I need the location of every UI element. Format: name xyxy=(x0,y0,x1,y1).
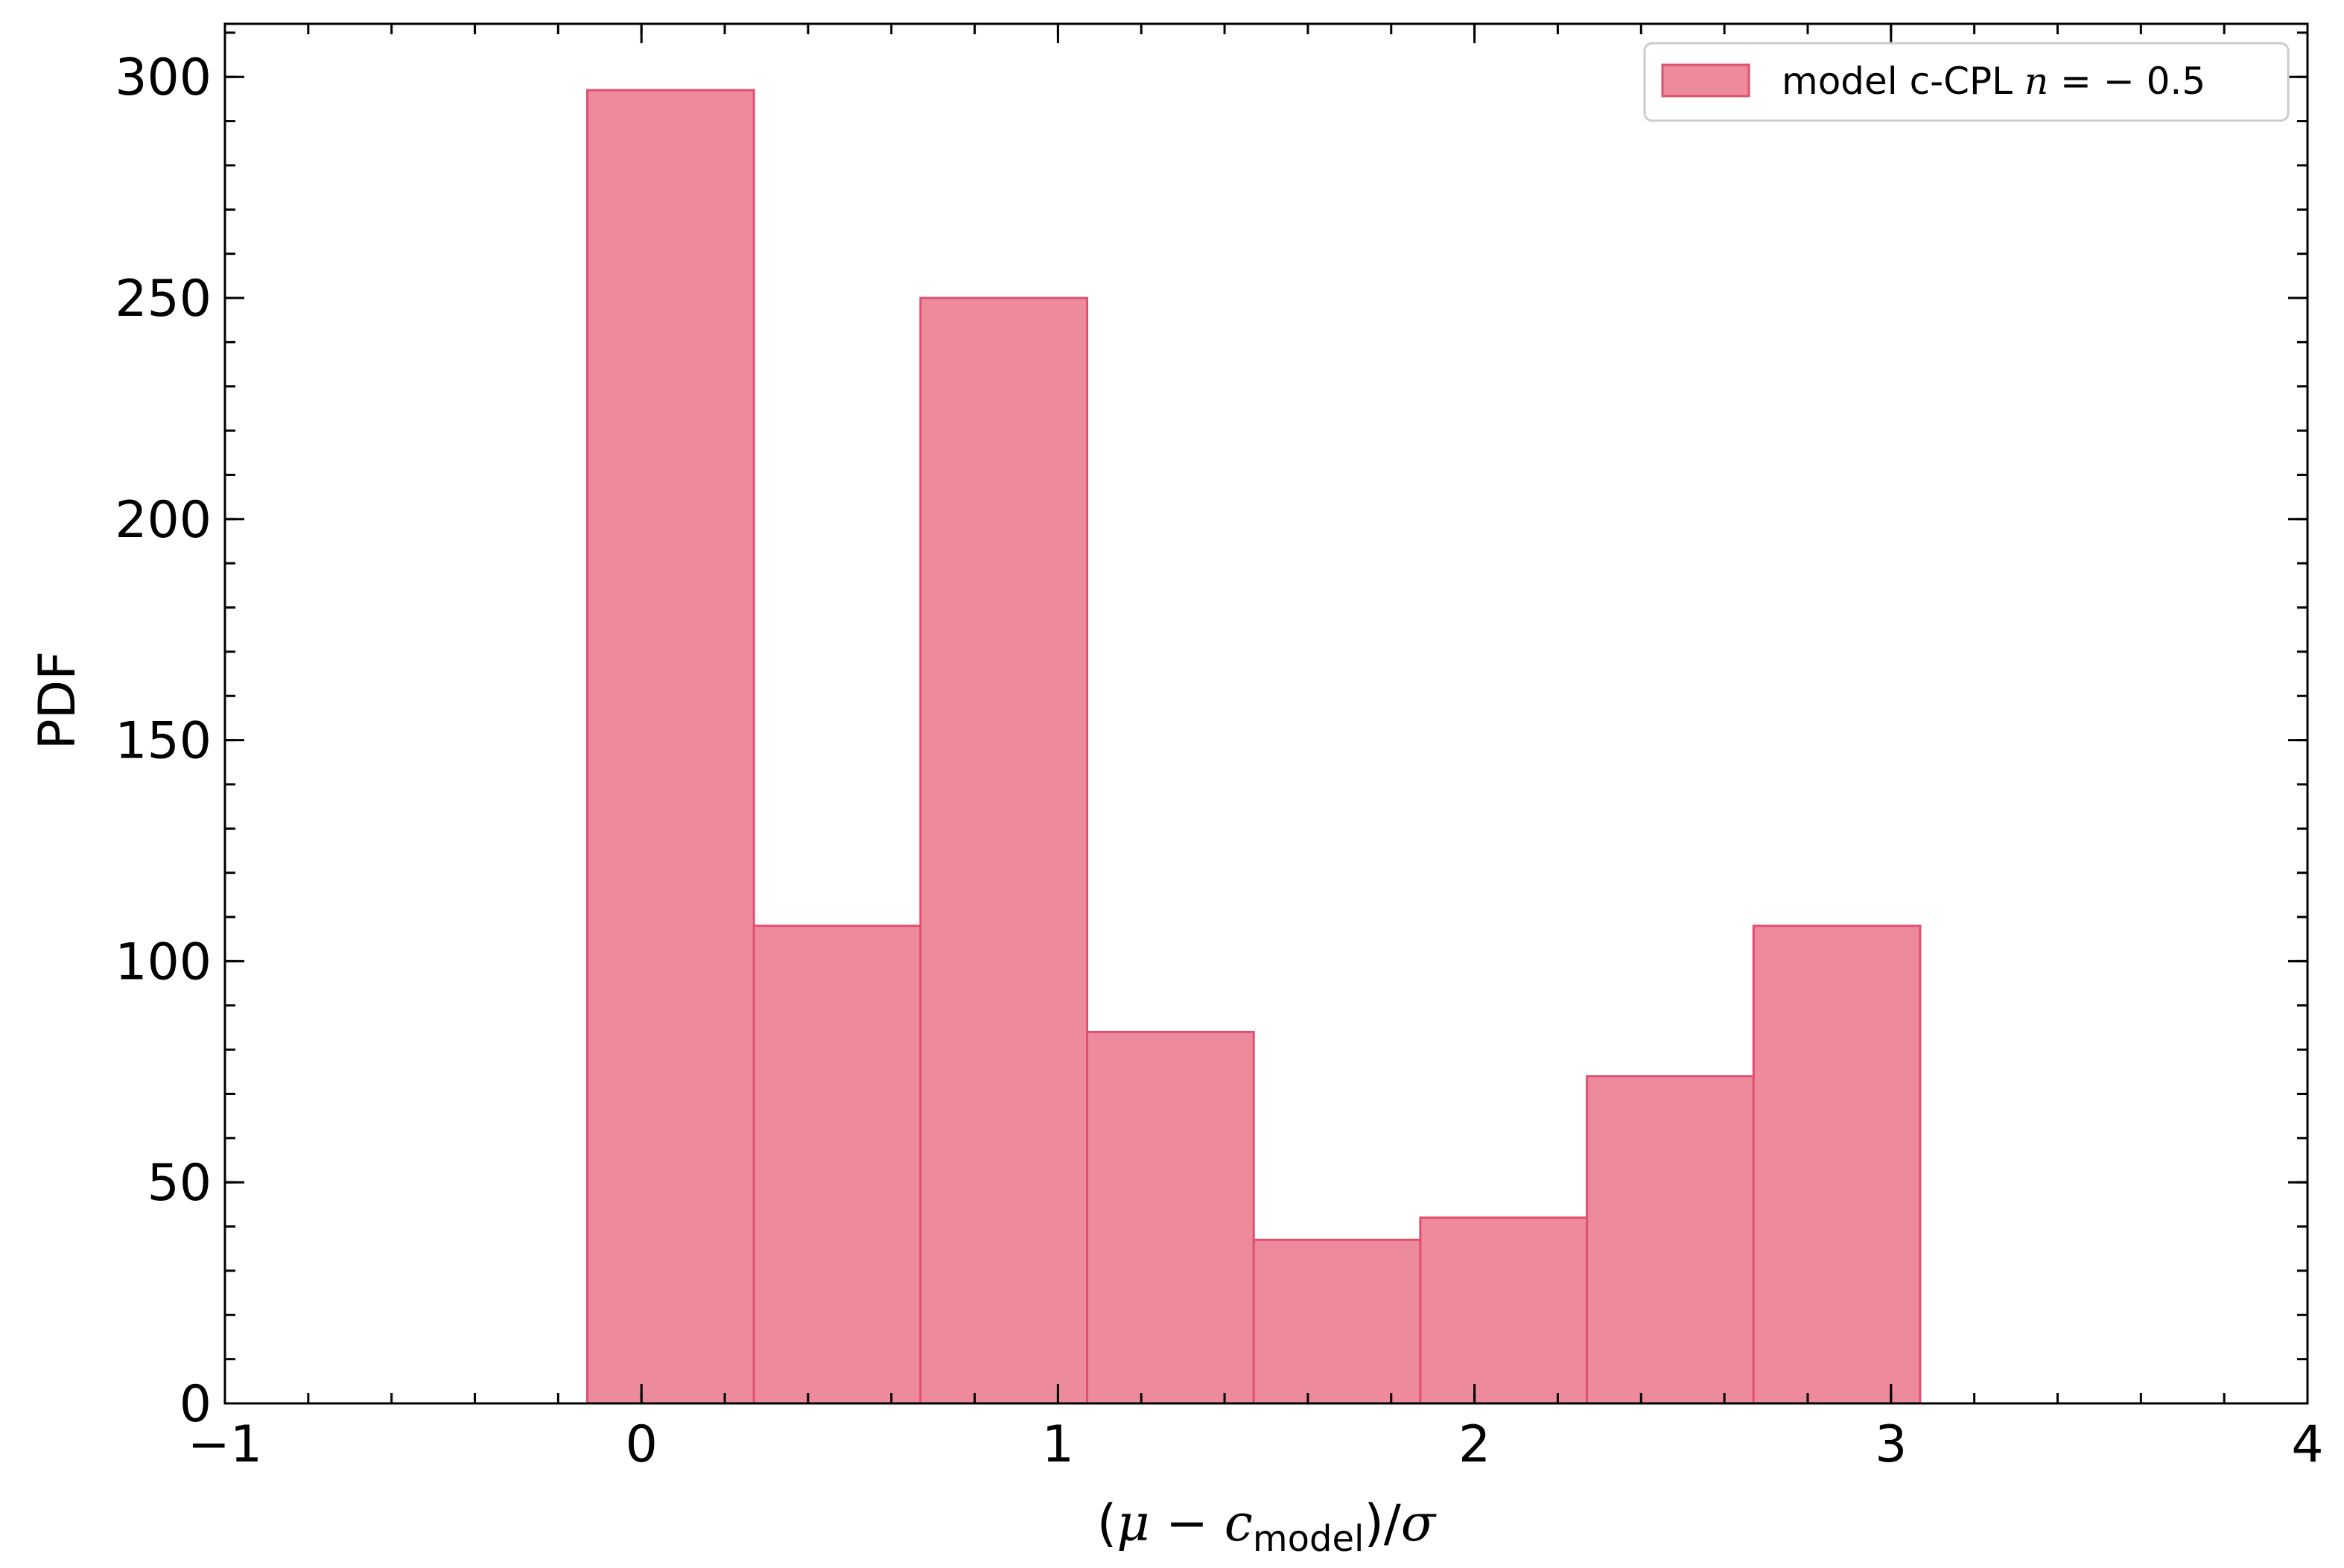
x-axis-label: (μ − cmodel)/σ xyxy=(1097,1494,1437,1560)
histogram-bar-5 xyxy=(1419,1216,1589,1405)
x-tick-label: −1 xyxy=(188,1415,262,1474)
y-tick-label: 0 xyxy=(180,1375,212,1434)
x-tick-label: 0 xyxy=(626,1415,658,1474)
y-axis-label: PDF xyxy=(28,651,87,749)
y-tick-labels: 0 50 100 150 200 250 300 xyxy=(115,48,212,1434)
legend-frame xyxy=(1643,42,2290,122)
y-tick-label: 150 xyxy=(115,712,212,771)
plot-frame xyxy=(223,22,2309,1405)
legend-swatch xyxy=(1661,63,1750,98)
x-tick-label: 2 xyxy=(1458,1415,1490,1474)
y-tick-label: 300 xyxy=(115,48,212,107)
legend-label: model c-CPL n = − 0.5 xyxy=(1782,60,2205,103)
histogram-bar-7 xyxy=(1752,924,1922,1405)
x-tick-label: 4 xyxy=(2291,1415,2323,1474)
y-tick-label: 50 xyxy=(147,1154,212,1213)
x-tick-label: 1 xyxy=(1042,1415,1074,1474)
histogram-bar-6 xyxy=(1586,1075,1755,1405)
histogram-bar-1 xyxy=(752,924,922,1405)
histogram-bar-4 xyxy=(1252,1238,1422,1405)
x-tick-label: 3 xyxy=(1875,1415,1907,1474)
y-tick-label: 200 xyxy=(115,491,212,550)
y-tick-label: 100 xyxy=(115,933,212,991)
histogram-bars xyxy=(586,89,1922,1405)
x-tick-labels: −1 0 1 2 3 4 xyxy=(188,1415,2324,1474)
histogram-bar-0 xyxy=(586,89,755,1405)
y-axis-ticks xyxy=(225,31,2308,1405)
legend: model c-CPL n = − 0.5 xyxy=(1643,42,2290,122)
x-axis-ticks xyxy=(223,24,2309,1403)
y-tick-label: 250 xyxy=(115,270,212,328)
histogram-bar-2 xyxy=(919,296,1089,1405)
histogram-bar-3 xyxy=(1086,1030,1255,1405)
